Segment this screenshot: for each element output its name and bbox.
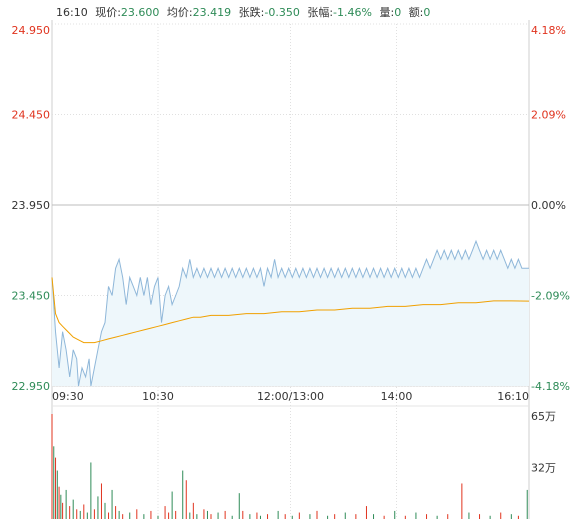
- y-tick-right: -4.18%: [531, 380, 570, 393]
- amount-label: 额:: [408, 6, 424, 19]
- volume-tick-label: 32万: [531, 461, 556, 474]
- change-label: 张跌:: [238, 6, 265, 19]
- price-area: [52, 241, 529, 386]
- volume-value: 0: [394, 6, 402, 19]
- quote-header: 16:10 现价:23.600 均价:23.419 张跌:-0.350 张幅:-…: [56, 4, 434, 20]
- pct-value: -1.46%: [333, 6, 372, 19]
- price-label: 现价:: [95, 6, 121, 19]
- volume-label: 量:: [379, 6, 395, 19]
- x-tick-label: 10:30: [142, 390, 174, 403]
- y-tick-right: 0.00%: [531, 199, 566, 212]
- price-line: [51, 239, 529, 387]
- y-tick-left: 23.950: [12, 199, 51, 212]
- y-tick-right: -2.09%: [531, 290, 570, 303]
- volume-tick-label: 65万: [531, 410, 556, 423]
- y-tick-right: 4.18%: [531, 24, 566, 37]
- avg-label: 均价:: [166, 6, 193, 19]
- avg-value: 23.419: [192, 6, 232, 19]
- average-price-line: [51, 277, 530, 344]
- y-tick-left: 22.950: [12, 380, 51, 393]
- x-tick-label: 09:30: [52, 390, 84, 403]
- y-tick-left: 23.450: [12, 290, 51, 303]
- pct-label: 张幅:: [307, 6, 334, 19]
- amount-value: 0: [423, 6, 431, 19]
- x-tick-label: 16:10: [497, 390, 529, 403]
- x-tick-label: 14:00: [381, 390, 413, 403]
- x-tick-label: 12:00/13:00: [257, 390, 324, 403]
- y-tick-right: 2.09%: [531, 109, 566, 122]
- y-tick-left: 24.450: [12, 109, 51, 122]
- header-time: 16:10: [56, 6, 88, 19]
- y-tick-left: 24.950: [12, 24, 51, 37]
- price-value: 23.600: [120, 6, 160, 19]
- change-value: -0.350: [264, 6, 300, 19]
